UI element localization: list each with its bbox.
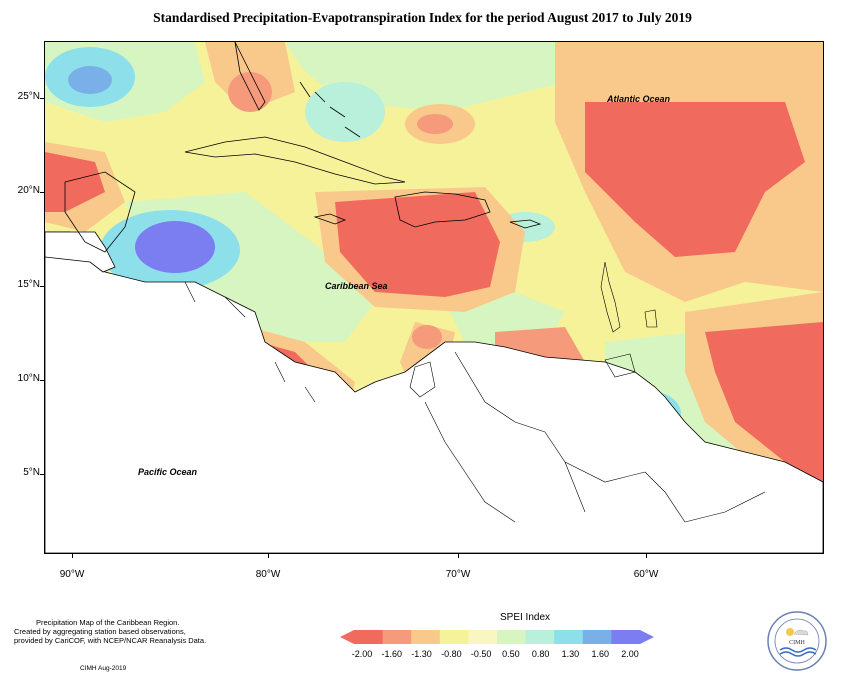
wet-zone-gulf-center xyxy=(68,66,112,94)
legend-arrow-left xyxy=(340,630,354,644)
lat-label-15n: 15°N xyxy=(17,279,40,290)
land-jamaica xyxy=(313,213,347,225)
legend-value-label: 0.50 xyxy=(502,649,520,659)
label-caribbean-sea: Caribbean Sea xyxy=(325,281,388,291)
legend-labels: -2.00 -1.60 -1.30 -0.80 -0.50 0.50 0.80 1.30 1.6… xyxy=(348,649,648,661)
legend-value-label: -1.60 xyxy=(381,649,403,659)
map-title: Standardised Precipitation-Evapotranspir… xyxy=(153,10,692,25)
lon-tick-90w xyxy=(72,553,73,558)
note-line-1: Precipitation Map of the Caribbean Regio… xyxy=(36,618,180,627)
dry-zone-atlantic xyxy=(585,102,805,257)
map-notes: Precipitation Map of the Caribbean Regio… xyxy=(14,618,274,645)
legend-swatch xyxy=(354,630,384,644)
land-trinidad xyxy=(604,353,636,378)
legend-swatch xyxy=(468,630,498,644)
note-line-2: Created by aggregating station based obs… xyxy=(14,627,186,636)
lat-tick-5n xyxy=(40,474,44,475)
legend-colorbar xyxy=(340,630,654,644)
lon-label-70w: 70°W xyxy=(445,569,471,580)
label-atlantic-ocean: Atlantic Ocean xyxy=(607,94,671,104)
legend-swatch xyxy=(582,630,612,644)
lat-label-5n: 5°N xyxy=(23,467,40,478)
map-panel xyxy=(44,41,824,554)
lat-tick-15n xyxy=(40,286,44,287)
credit-text: CIMH Aug-2019 xyxy=(80,665,127,672)
lon-tick-70w xyxy=(458,553,459,558)
land-barbados xyxy=(644,309,658,328)
legend-arrow-right xyxy=(640,630,654,644)
dry-zone-guajira xyxy=(412,325,442,349)
land-hispaniola xyxy=(394,191,491,228)
wet-zone-honduras-core xyxy=(135,221,215,273)
cimh-logo: CIMH xyxy=(767,611,827,671)
legend-value-label: 1.60 xyxy=(591,649,609,659)
dry-zone-bahamas-core xyxy=(417,114,453,134)
logo-wave-icon xyxy=(779,647,817,653)
legend-swatch xyxy=(611,630,641,644)
land-cuba xyxy=(184,136,406,185)
land-puerto-rico xyxy=(509,219,542,229)
lat-label-10n: 10°N xyxy=(17,373,40,384)
lat-tick-25n xyxy=(40,98,44,99)
lon-tick-80w xyxy=(268,553,269,558)
logo-cloud-icon xyxy=(793,629,809,636)
lat-label-20n: 20°N xyxy=(17,185,40,196)
legend-value-label: 2.00 xyxy=(621,649,639,659)
land-yucatan xyxy=(45,231,116,273)
spei-map xyxy=(45,42,823,553)
label-pacific-ocean: Pacific Ocean xyxy=(138,467,198,477)
land-florida xyxy=(234,42,266,111)
legend-value-label: -0.80 xyxy=(441,649,462,659)
legend-value-label: 1.30 xyxy=(561,649,580,659)
legend-swatch xyxy=(497,630,527,644)
country-borders xyxy=(184,281,766,523)
lon-label-90w: 90°W xyxy=(59,569,85,580)
legend-value-label: -0.50 xyxy=(470,649,492,659)
legend-title: SPEI Index xyxy=(499,612,551,623)
lon-label-60w: 60°W xyxy=(633,569,659,580)
logo-label: CIMH xyxy=(789,640,805,646)
land-south-central-america xyxy=(45,231,823,553)
land-lesser-antilles xyxy=(600,261,621,333)
legend-swatch xyxy=(439,630,469,644)
dry-zone-yucatan-west-core xyxy=(45,152,105,212)
land-maracaibo xyxy=(409,361,436,398)
note-line-3: provided by CariCOF, with NCEP/NCAR Rean… xyxy=(14,636,207,645)
land-bahamas xyxy=(299,81,361,138)
logo-wave-icon-2 xyxy=(779,651,817,657)
legend-swatch xyxy=(554,630,584,644)
dry-zone-east-atlantic xyxy=(705,322,823,482)
legend-value-label: -1.30 xyxy=(411,649,432,659)
lat-tick-20n xyxy=(40,192,44,193)
lat-tick-10n xyxy=(40,380,44,381)
dry-zone-hispaniola xyxy=(335,192,500,297)
land-yucatan-peninsula xyxy=(64,171,136,253)
legend-swatch xyxy=(411,630,441,644)
lon-label-80w: 80°W xyxy=(255,569,281,580)
lon-tick-60w xyxy=(646,553,647,558)
logo-sun-icon xyxy=(786,628,794,636)
legend-swatch xyxy=(382,630,412,644)
legend-value-label: 0.80 xyxy=(531,649,550,659)
lat-label-25n: 25°N xyxy=(17,91,40,102)
legend-swatch xyxy=(525,630,555,644)
wet-zone-bahamas-core xyxy=(305,82,385,142)
legend-value-label: -2.00 xyxy=(351,649,373,659)
